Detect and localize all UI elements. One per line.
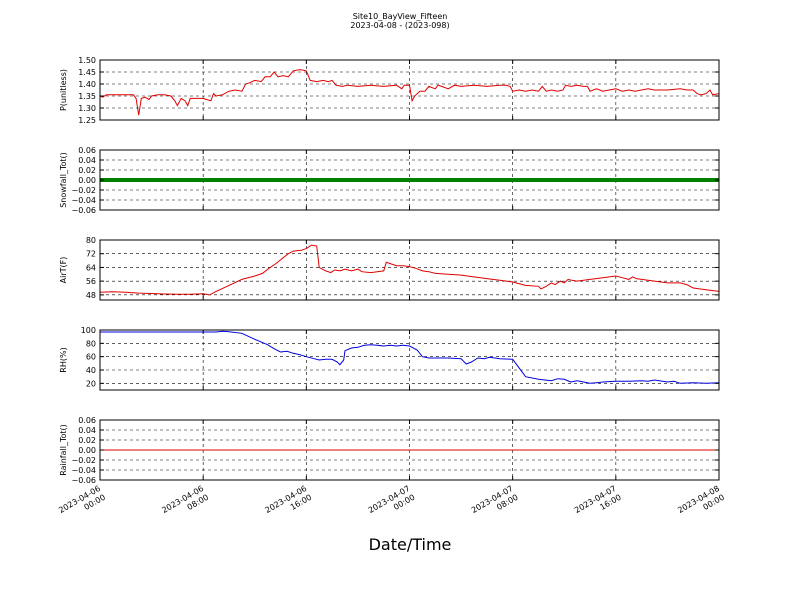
y-tick-label: 48 [86,291,96,300]
y-tick-label: 60 [86,353,96,362]
y-tick-label: −0.04 [71,466,96,475]
y-tick-label: 1.30 [78,104,96,113]
y-tick-label: 20 [86,379,96,388]
y-tick-label: 1.35 [78,92,96,101]
panel-1: 1.25 1.30 1.35 1.40 1.45 1.50 P(unitless) [59,56,720,125]
panel-3: 48 56 64 72 80 AirT(F) [59,236,720,301]
panel-4: 20 40 60 80 100 RH(%) [59,326,720,391]
panel-5: −0.06−0.04−0.020.000.020.040.06 Rainfall_… [59,416,720,485]
y-tick-label: −0.06 [71,476,96,485]
x-tick-label: 2023-04-0616:00 [264,484,314,524]
y-axis-label: AirT(F) [59,257,68,284]
y-tick-label: 0.04 [78,156,96,165]
x-axis-label: Date/Time [369,535,452,554]
y-tick-label: −0.06 [71,206,96,215]
y-tick-label: 0.06 [78,416,96,425]
panel-2: −0.06−0.04−0.020.000.020.040.06 Snowfall_… [59,146,720,215]
x-tick-label: 2023-04-0716:00 [573,484,623,524]
series-line [100,69,719,116]
series-line [100,330,719,384]
y-axis-label: Rainfall_Tot() [59,424,68,476]
y-tick-label: 0.06 [78,146,96,155]
x-tick-labels: 2023-04-0600:00 2023-04-0608:00 2023-04-06… [57,484,726,524]
grid [100,60,719,120]
y-axis-label: Snowfall_Tot() [59,152,68,208]
y-tick-label: 0.00 [78,446,96,455]
y-tick-label: 1.45 [78,68,96,77]
y-axis-label: RH(%) [59,347,68,372]
y-tick-label: 64 [86,263,96,272]
y-tick-label: 1.25 [78,116,96,125]
panels: 1.25 1.30 1.35 1.40 1.45 1.50 P(unitless) −0.06… [59,56,720,485]
x-tick-label: 2023-04-0800:00 [676,484,726,524]
y-axis-label: P(unitless) [59,69,68,111]
y-tick-label: −0.02 [71,456,96,465]
chart-title: Site10_BayView_Fifteen [353,12,448,21]
chart-subtitle: 2023-04-08 - (2023-098) [350,21,449,30]
y-tick-label: 1.50 [78,56,96,65]
y-tick-label: 72 [86,250,96,259]
x-tick-label: 2023-04-0600:00 [57,484,107,524]
x-tick-label: 2023-04-0708:00 [470,484,520,524]
y-tick-label: 0.00 [78,176,96,185]
series-line [100,244,719,296]
y-tick-label: 40 [86,366,96,375]
y-tick-label: 100 [81,326,96,335]
y-tick-label: −0.04 [71,196,96,205]
y-tick-label: 0.04 [78,426,96,435]
y-tick-label: 1.40 [78,80,96,89]
y-tick-label: −0.02 [71,186,96,195]
y-tick-label: 80 [86,339,96,348]
y-tick-label: 80 [86,236,96,245]
x-tick-label: 2023-04-0700:00 [367,484,417,524]
y-tick-label: 56 [86,277,96,286]
x-tick-label: 2023-04-0608:00 [160,484,210,524]
grid [100,240,719,300]
y-tick-label: 0.02 [78,436,96,445]
y-tick-label: 0.02 [78,166,96,175]
